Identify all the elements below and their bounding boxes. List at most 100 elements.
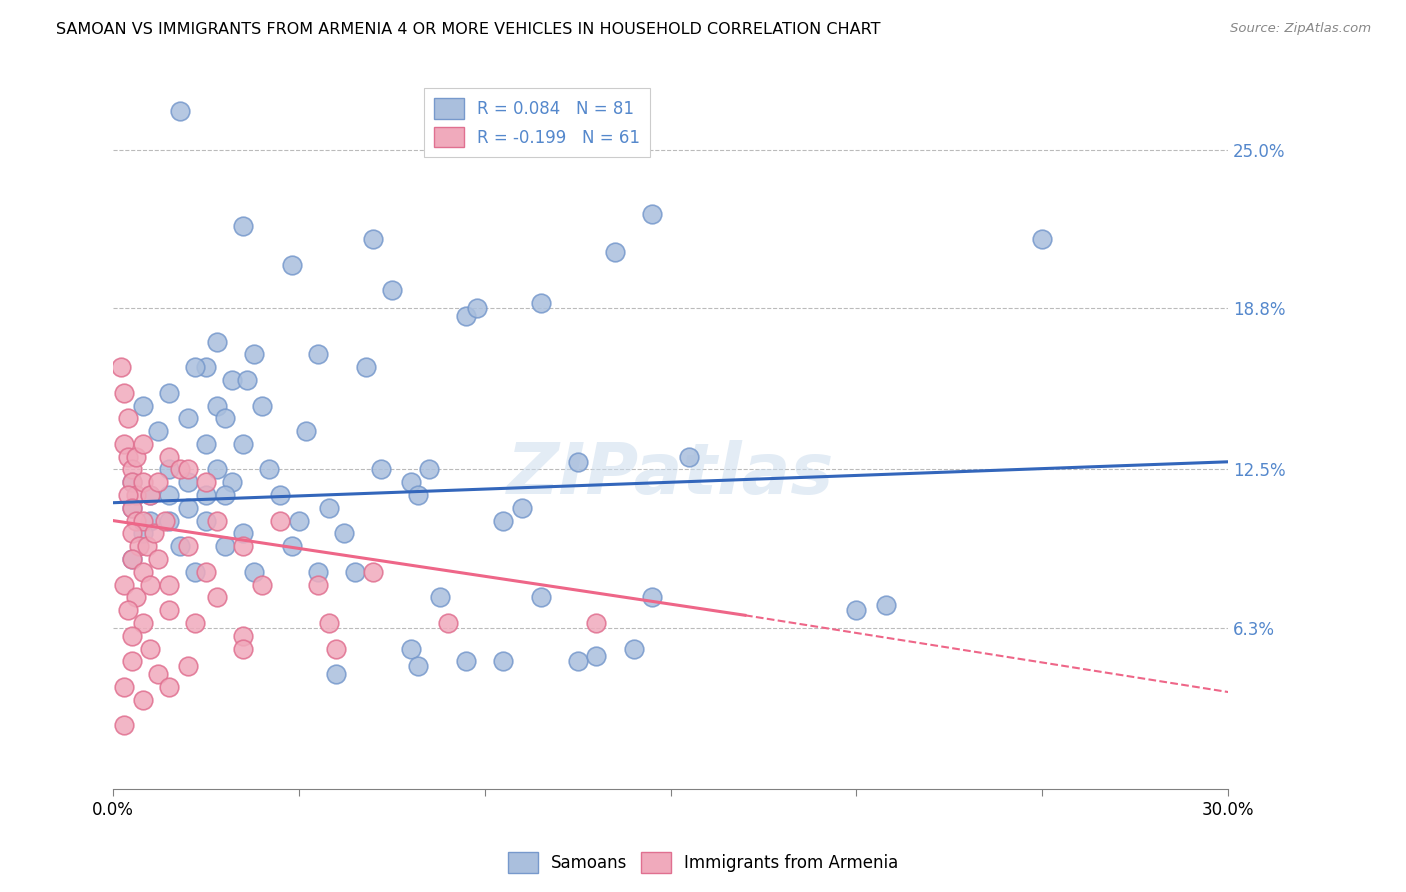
Point bbox=[492, 654, 515, 668]
Point bbox=[250, 399, 273, 413]
Point bbox=[176, 462, 198, 476]
Point bbox=[139, 577, 162, 591]
Point bbox=[318, 500, 340, 515]
Point bbox=[195, 514, 218, 528]
Point bbox=[128, 539, 150, 553]
Point bbox=[429, 591, 451, 605]
Point bbox=[146, 475, 169, 490]
Point bbox=[121, 462, 143, 476]
Point bbox=[121, 475, 143, 490]
Point bbox=[585, 649, 607, 664]
Point bbox=[567, 455, 589, 469]
Point bbox=[157, 514, 180, 528]
Point bbox=[124, 488, 146, 502]
Point bbox=[146, 424, 169, 438]
Point bbox=[117, 450, 139, 464]
Point bbox=[232, 437, 254, 451]
Point bbox=[121, 629, 143, 643]
Point bbox=[307, 565, 329, 579]
Point bbox=[112, 680, 135, 694]
Point bbox=[121, 526, 143, 541]
Point bbox=[288, 514, 311, 528]
Point bbox=[132, 437, 155, 451]
Point bbox=[112, 437, 135, 451]
Point bbox=[232, 526, 254, 541]
Point bbox=[157, 450, 180, 464]
Point bbox=[124, 450, 146, 464]
Point bbox=[641, 591, 664, 605]
Point bbox=[169, 104, 191, 119]
Point bbox=[221, 475, 243, 490]
Point bbox=[250, 577, 273, 591]
Text: SAMOAN VS IMMIGRANTS FROM ARMENIA 4 OR MORE VEHICLES IN HOUSEHOLD CORRELATION CH: SAMOAN VS IMMIGRANTS FROM ARMENIA 4 OR M… bbox=[56, 22, 880, 37]
Point bbox=[135, 539, 157, 553]
Text: Source: ZipAtlas.com: Source: ZipAtlas.com bbox=[1230, 22, 1371, 36]
Point bbox=[243, 347, 266, 361]
Point bbox=[157, 603, 180, 617]
Point bbox=[232, 219, 254, 234]
Point bbox=[155, 514, 177, 528]
Point bbox=[132, 399, 155, 413]
Point bbox=[295, 424, 318, 438]
Point bbox=[112, 577, 135, 591]
Point bbox=[585, 615, 607, 630]
Point bbox=[195, 360, 218, 375]
Point bbox=[207, 514, 229, 528]
Point bbox=[176, 411, 198, 425]
Point bbox=[112, 385, 135, 400]
Point bbox=[195, 475, 218, 490]
Point bbox=[146, 667, 169, 681]
Point bbox=[112, 718, 135, 732]
Legend: R = 0.084   N = 81, R = -0.199   N = 61: R = 0.084 N = 81, R = -0.199 N = 61 bbox=[423, 88, 650, 158]
Point bbox=[269, 514, 291, 528]
Point bbox=[121, 475, 143, 490]
Point bbox=[875, 598, 897, 612]
Point bbox=[117, 603, 139, 617]
Point bbox=[641, 207, 664, 221]
Point bbox=[132, 514, 155, 528]
Point bbox=[603, 245, 626, 260]
Point bbox=[169, 462, 191, 476]
Point bbox=[325, 667, 347, 681]
Point bbox=[318, 615, 340, 630]
Point bbox=[280, 539, 302, 553]
Point bbox=[121, 552, 143, 566]
Text: ZIPatlas: ZIPatlas bbox=[508, 440, 834, 508]
Point bbox=[195, 437, 218, 451]
Point bbox=[176, 500, 198, 515]
Point bbox=[214, 539, 236, 553]
Point bbox=[567, 654, 589, 668]
Point bbox=[124, 514, 146, 528]
Point bbox=[492, 514, 515, 528]
Point bbox=[195, 488, 218, 502]
Point bbox=[117, 488, 139, 502]
Point bbox=[325, 641, 347, 656]
Point bbox=[221, 373, 243, 387]
Point bbox=[121, 500, 143, 515]
Point bbox=[406, 659, 429, 673]
Point bbox=[510, 500, 533, 515]
Point bbox=[139, 488, 162, 502]
Point bbox=[169, 539, 191, 553]
Point bbox=[214, 488, 236, 502]
Point bbox=[381, 284, 404, 298]
Point bbox=[184, 360, 207, 375]
Point bbox=[406, 488, 429, 502]
Point bbox=[121, 500, 143, 515]
Point bbox=[845, 603, 868, 617]
Point bbox=[157, 462, 180, 476]
Point bbox=[307, 347, 329, 361]
Point bbox=[214, 411, 236, 425]
Point bbox=[207, 591, 229, 605]
Point bbox=[157, 385, 180, 400]
Point bbox=[139, 488, 162, 502]
Point bbox=[184, 565, 207, 579]
Point bbox=[132, 475, 155, 490]
Point bbox=[232, 629, 254, 643]
Point bbox=[157, 488, 180, 502]
Point bbox=[117, 411, 139, 425]
Point bbox=[363, 565, 385, 579]
Point bbox=[623, 641, 645, 656]
Point bbox=[121, 552, 143, 566]
Point bbox=[132, 615, 155, 630]
